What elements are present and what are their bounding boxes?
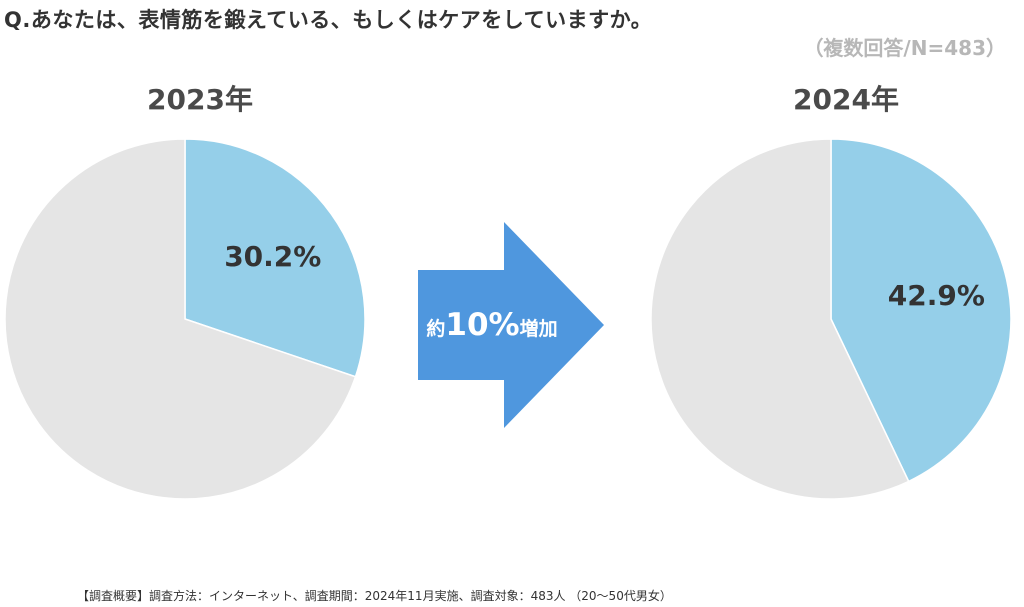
increase-arrow-shape xyxy=(418,222,604,428)
survey-footnote: 【調査概要】調査方法：インターネット、調査期間：2024年11月実施、調査対象：… xyxy=(77,589,672,603)
pie-slice-0-1 xyxy=(4,138,357,500)
increase-prefix: 約 xyxy=(426,317,445,340)
pie-2023-title: 2023年 xyxy=(147,83,253,116)
pie-chart-2024: 42.9% xyxy=(650,138,1012,500)
pie-chart-2023: 30.2% xyxy=(4,138,366,500)
pie-2024-title: 2024年 xyxy=(793,83,899,116)
pie-slice-label-1-0: 42.9% xyxy=(888,279,985,312)
increase-arrow: 約10%増加 xyxy=(418,222,604,428)
pie-slice-label-0-0: 30.2% xyxy=(224,240,321,273)
increase-value: 10% xyxy=(445,307,519,343)
pie-slice-1-1 xyxy=(650,138,910,500)
pie-slice-1-0 xyxy=(830,138,1012,483)
increase-suffix: 増加 xyxy=(520,317,558,340)
increase-arrow-label: 約10%増加 xyxy=(426,307,557,343)
sample-note: （複数回答/N=483） xyxy=(803,36,1006,60)
chart-question: Q.あなたは、表情筋を鍛えている、もしくはケアをしていますか。 xyxy=(4,8,653,32)
pie-slice-0-0 xyxy=(184,138,366,378)
